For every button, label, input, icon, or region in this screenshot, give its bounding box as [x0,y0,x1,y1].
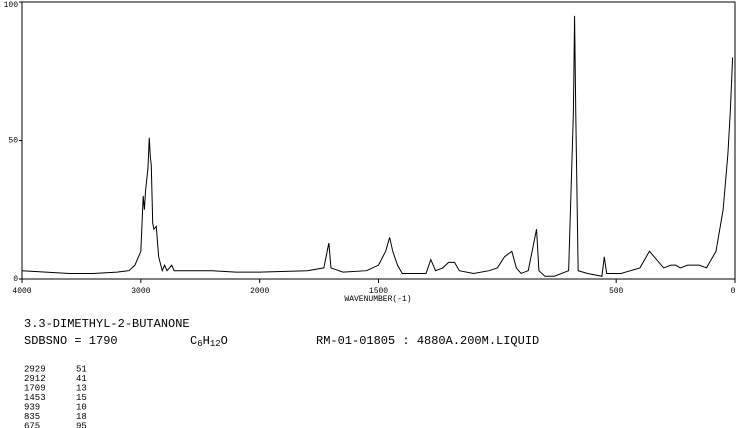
peak-wavenumber: 1709 [24,383,46,393]
compound-name: 3.3-DIMETHYL-2-BUTANONE [24,317,190,331]
x-tick-label: 2000 [250,287,269,296]
formula-part: 12 [210,339,221,349]
formula-part: O [221,334,228,348]
peak-intensity: 95 [76,421,87,428]
x-tick-label: 3000 [131,287,150,296]
y-tick-label: 50 [8,137,18,146]
x-tick-label: 1500 [369,287,388,296]
peak-wavenumber: 2912 [24,374,46,384]
peak-wavenumber: 2929 [24,364,46,374]
y-tick-label: 0 [13,275,18,284]
peak-intensity: 51 [76,364,87,374]
spectrum-line [21,15,734,277]
peak-wavenumber: 835 [24,412,40,422]
peak-intensity: 13 [76,383,87,393]
measurement: RM-01-01805 : 4880A.200M.LIQUID [316,334,539,348]
formula: C6H12O [190,334,228,349]
x-tick-label: 4000 [12,287,31,296]
sdbs-number: SDBSNO = 1790 [24,334,118,348]
formula-part: H [203,334,210,348]
x-tick-label: 500 [609,287,624,296]
x-tick-label: 0 [731,287,736,296]
peak-wavenumber: 939 [24,402,40,412]
y-tick-label: 100 [4,1,19,10]
peak-intensity: 10 [76,402,87,412]
x-axis-label: WAVENUMBER(-1) [344,295,411,304]
plot-frame [21,1,736,280]
peak-wavenumber: 1453 [24,393,46,403]
peak-intensity: 18 [76,412,87,422]
peak-wavenumber: 675 [24,421,40,428]
peak-intensity: 15 [76,393,87,403]
peak-intensity: 41 [76,374,87,384]
formula-part: C [190,334,197,348]
formula-part: 6 [197,339,202,349]
